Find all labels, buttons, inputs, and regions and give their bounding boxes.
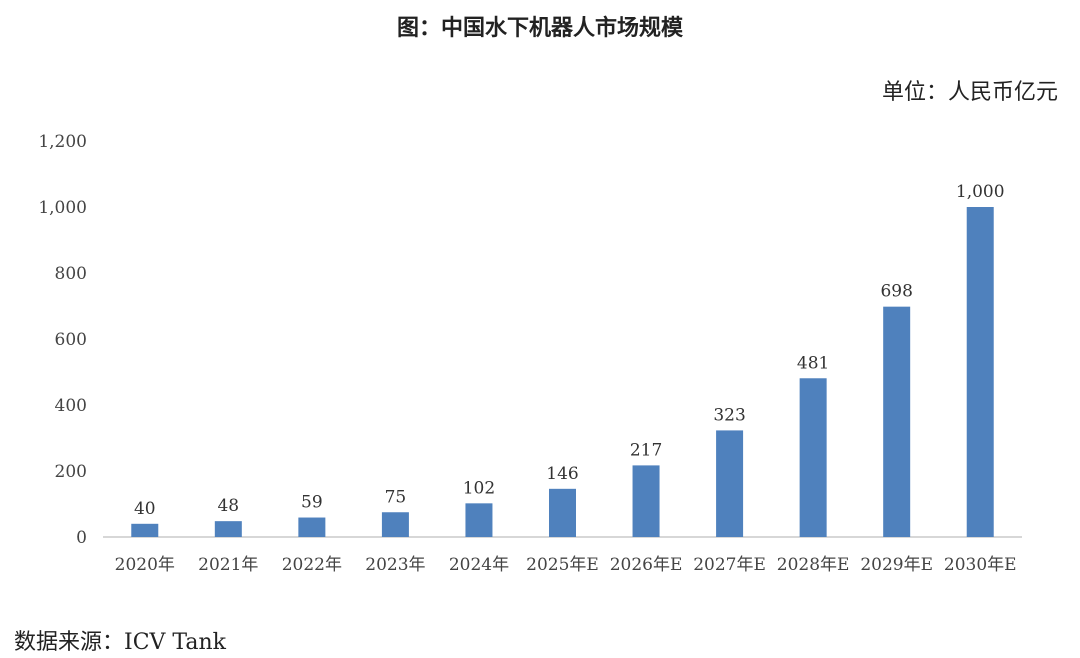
x-tick-label: 2025年E	[526, 555, 599, 575]
x-tick-label: 2029年E	[860, 555, 933, 575]
x-tick-label: 2022年	[282, 555, 342, 575]
data-label: 75	[385, 487, 407, 507]
y-tick-label: 0	[76, 528, 87, 548]
data-label: 40	[134, 499, 156, 519]
unit-label: 单位：人民币亿元	[881, 80, 1058, 105]
y-tick-label: 600	[55, 330, 87, 350]
y-tick-label: 200	[55, 462, 87, 482]
y-tick-label: 1,000	[38, 198, 87, 218]
bar	[632, 465, 660, 537]
x-tick-label: 2020年	[115, 555, 175, 575]
x-tick-label: 2027年E	[693, 555, 766, 575]
bar	[298, 517, 326, 537]
bar	[549, 488, 576, 537]
data-label: 48	[217, 496, 239, 516]
y-tick-label: 400	[55, 396, 87, 416]
bar	[716, 430, 744, 537]
data-label: 59	[301, 493, 323, 513]
bar	[131, 523, 159, 537]
x-tick-label: 2028年E	[777, 555, 850, 575]
data-source: 数据来源：ICV Tank	[14, 630, 226, 655]
bar	[883, 306, 911, 537]
x-tick-label: 2021年	[198, 555, 258, 575]
x-tick-label: 2030年E	[944, 555, 1017, 575]
data-label: 1,000	[956, 182, 1005, 202]
data-label: 217	[630, 440, 662, 460]
y-tick-label: 800	[55, 264, 87, 284]
x-tick-label: 2026年E	[610, 555, 683, 575]
bar	[214, 521, 242, 537]
chart-title: 图：中国水下机器人市场规模	[396, 16, 683, 41]
data-label: 102	[463, 478, 495, 498]
bar	[381, 512, 409, 537]
x-tick-label: 2023年	[365, 555, 425, 575]
bar	[465, 503, 493, 537]
bar-chart: 0 200 400 600 800 1,000 1,200 40 2020年 48 2021年 59 2…	[38, 132, 1022, 575]
y-tick-label: 1,200	[38, 132, 87, 152]
data-label: 698	[880, 282, 912, 302]
data-label: 481	[797, 353, 829, 373]
bar	[966, 207, 994, 537]
data-label: 323	[713, 405, 745, 425]
x-tick-label: 2024年	[449, 555, 509, 575]
data-label: 146	[546, 464, 578, 484]
bar	[799, 378, 827, 537]
